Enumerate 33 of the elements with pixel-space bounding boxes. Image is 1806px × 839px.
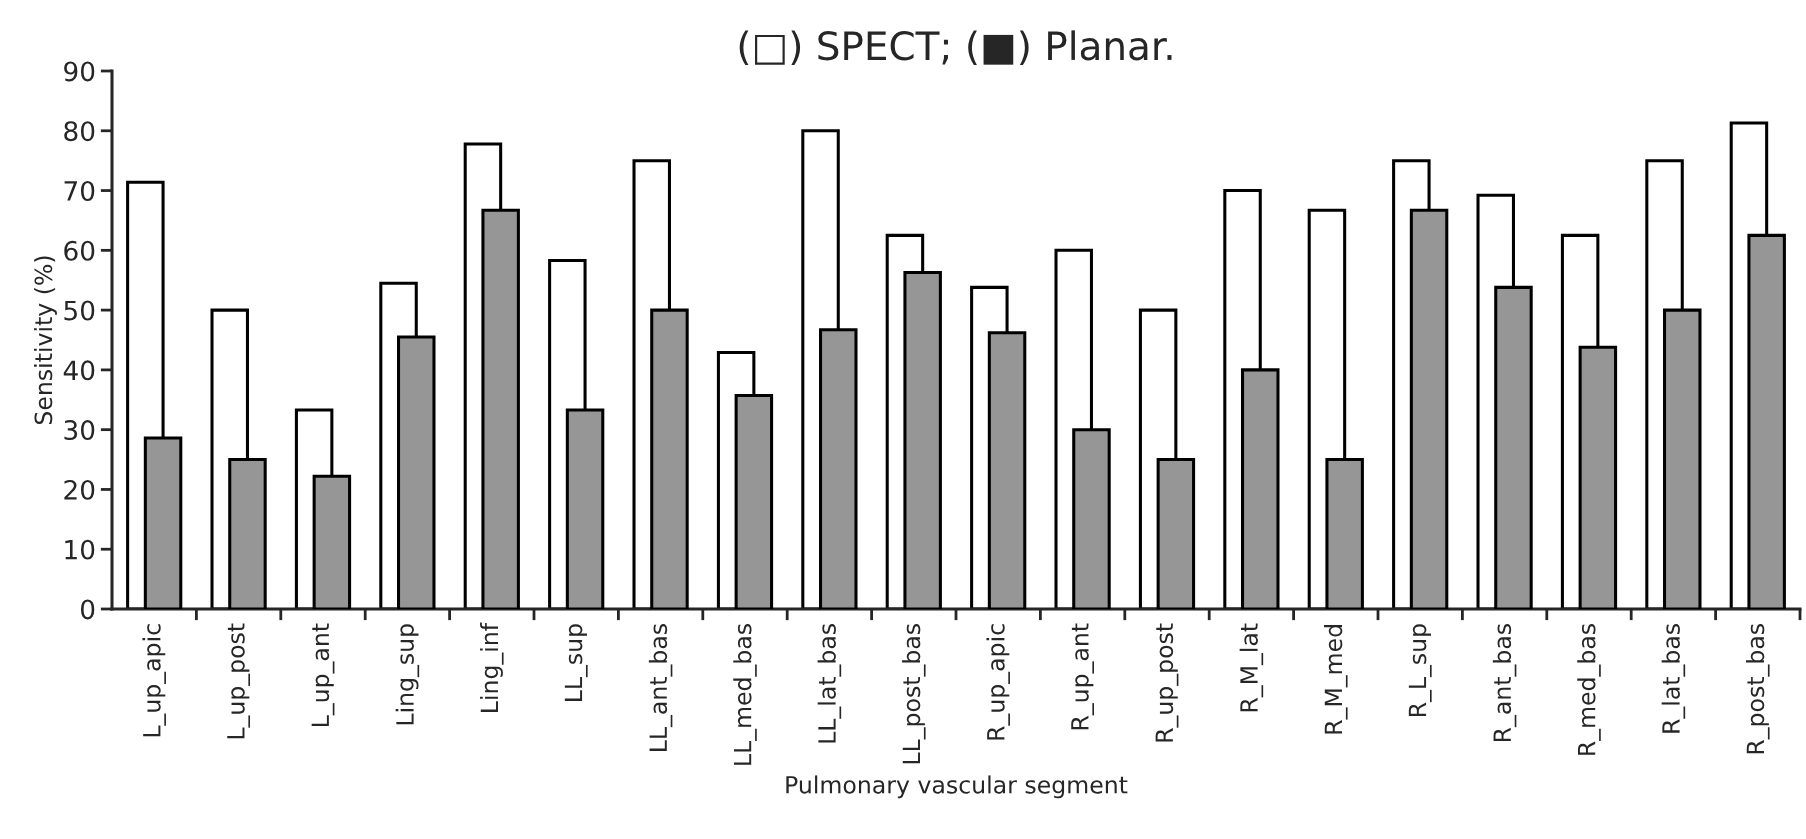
y-tick-label: 50: [64, 300, 95, 321]
x-tick-label: R_lat_bas: [1661, 624, 1686, 733]
y-tick-label: 90: [64, 61, 95, 82]
x-tick-label: LL_med_bas: [733, 624, 757, 765]
x-tick-label: R_up_apic: [986, 624, 1010, 740]
x-tick-label: R_up_ant: [1071, 623, 1095, 730]
x-tick-label: LL_lat_bas: [817, 624, 842, 743]
chart-title: (□) SPECT; (■) Planar.: [739, 30, 1172, 66]
x-tick-label: R_med_bas: [1577, 624, 1601, 755]
x-tick-label: LL_post_bas: [902, 624, 926, 764]
y-tick-label: 40: [63, 360, 95, 381]
x-tick-label: R_post_bas: [1746, 624, 1770, 754]
y-tick-label: 20: [64, 479, 95, 500]
x-tick-label: R_up_post: [1155, 623, 1179, 742]
x-tick-label: Ling_inf: [480, 622, 504, 712]
x-tick-label: R_M_med: [1324, 625, 1348, 734]
x-tick-label: R_M_lat: [1239, 623, 1264, 712]
y-tick-label: 80: [64, 121, 95, 142]
y-tick-label: 0: [80, 599, 95, 620]
x-tick-label: Ling_sup: [395, 624, 420, 725]
x-tick-label: L_up_apic: [142, 624, 166, 737]
x-tick-label: L_up_post: [227, 623, 251, 739]
x-tick-label: LL_ant_bas: [648, 624, 673, 751]
x-axis-title: Pulmonary vascular segment: [786, 775, 1128, 799]
y-tick-label: 30: [64, 420, 95, 441]
x-tick-label: R_ant_bas: [1492, 624, 1517, 742]
y-tick-label: 70: [64, 181, 95, 201]
y-axis-title: Sensitivity (%): [34, 256, 57, 425]
x-tick-label: R_L_sup: [1408, 624, 1432, 716]
y-tick-label: 60: [64, 240, 95, 261]
y-tick-label: 10: [65, 539, 95, 560]
x-tick-label: LL_sup: [564, 624, 588, 701]
x-tick-label: L_up_ant: [311, 623, 335, 726]
